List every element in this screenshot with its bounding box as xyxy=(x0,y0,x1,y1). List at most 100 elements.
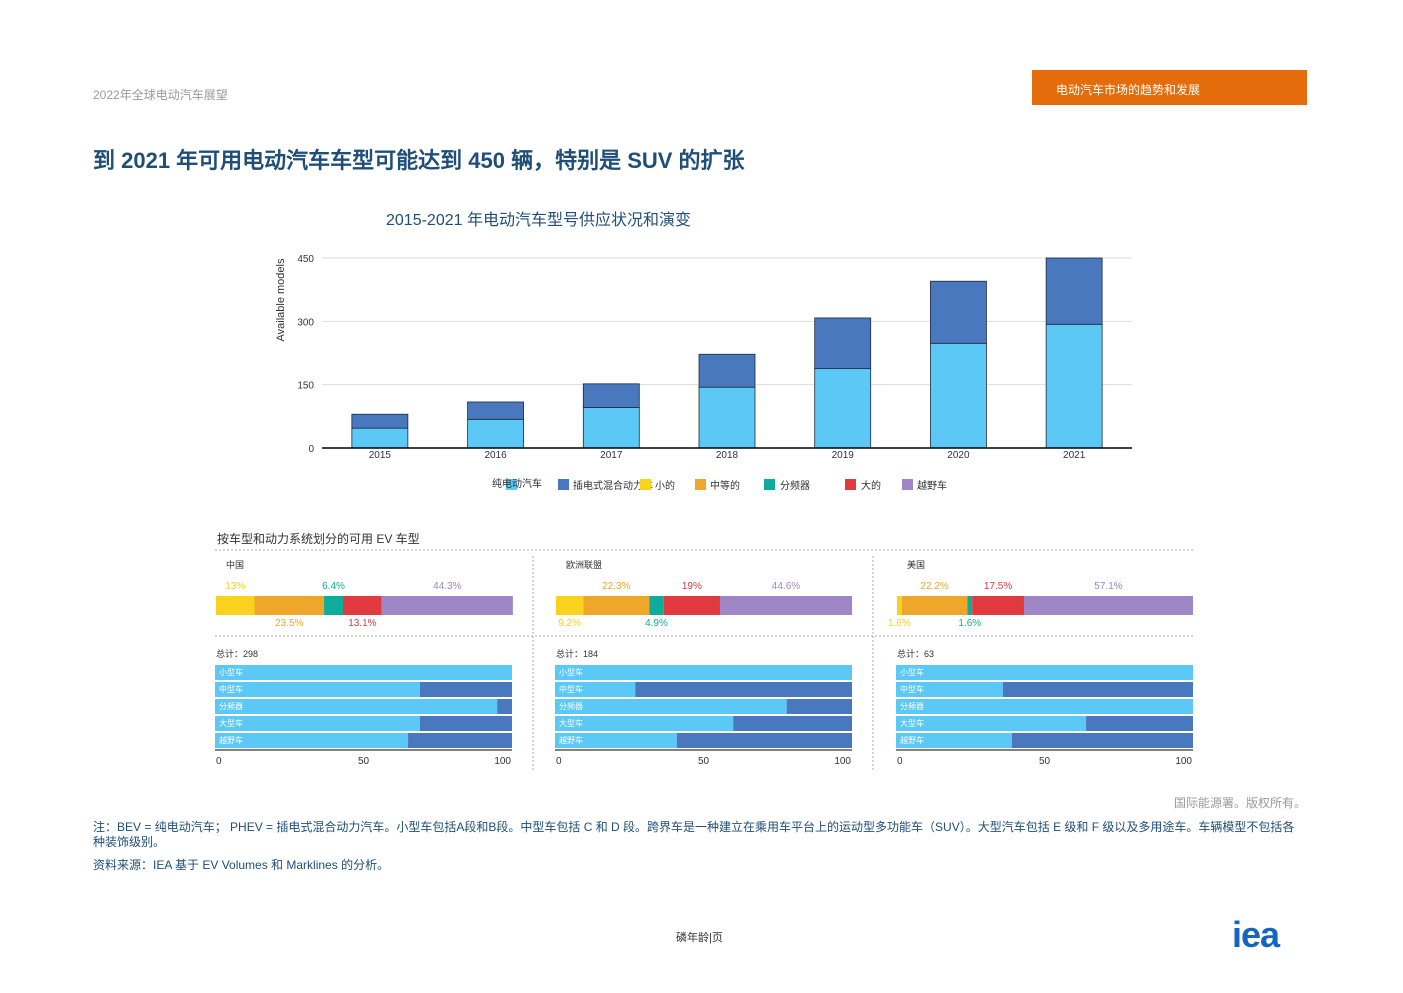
bev-share-bar xyxy=(896,665,1193,680)
vehicle-category-label: 大型车 xyxy=(219,718,243,728)
region-total: 总计：298 xyxy=(216,648,258,659)
segment-share-label: 13% xyxy=(225,581,245,592)
x-tick-label: 50 xyxy=(358,756,370,767)
phev-share-bar xyxy=(1011,733,1193,748)
x-tick-label: 0 xyxy=(897,756,903,767)
legend-swatch xyxy=(845,479,856,490)
document-title: 2022年全球电动汽车展望 xyxy=(93,88,228,102)
segment-share-bar xyxy=(342,596,382,615)
legend-swatch xyxy=(640,479,651,490)
bev-share-bar xyxy=(215,682,420,697)
page-number: 磷年龄|页 xyxy=(676,932,723,944)
x-tick-label: 100 xyxy=(834,756,851,767)
y-tick-label: 300 xyxy=(297,317,314,328)
bar-bev xyxy=(698,386,756,449)
segment-share-bar xyxy=(381,596,513,615)
legend-label: 中等的 xyxy=(710,479,740,492)
vehicle-category-label: 分频器 xyxy=(219,701,243,711)
region-name: 欧洲联盟 xyxy=(566,559,602,570)
phev-share-bar xyxy=(786,699,852,714)
iea-logo: iea xyxy=(1232,914,1280,955)
x-tick-label: 2020 xyxy=(947,450,970,461)
x-tick-label: 50 xyxy=(698,756,710,767)
region-name: 中国 xyxy=(226,559,244,570)
phev-share-bar xyxy=(408,733,512,748)
legend-label: 插电式混合动力车 xyxy=(573,479,653,492)
vehicle-category-label: 越野车 xyxy=(900,735,924,745)
segment-share-label: 44.6% xyxy=(772,581,800,592)
bev-share-bar xyxy=(215,665,512,680)
vehicle-category-label: 分频器 xyxy=(559,701,583,711)
segment-share-label: 1.6% xyxy=(888,618,911,629)
phev-share-bar xyxy=(1002,682,1193,697)
vehicle-category-label: 大型车 xyxy=(559,718,583,728)
bar-phev xyxy=(582,383,640,408)
segment-share-label: 22.2% xyxy=(920,581,948,592)
bev-share-bar xyxy=(215,699,498,714)
vehicle-category-label: 越野车 xyxy=(219,735,243,745)
bar-phev xyxy=(930,280,987,344)
region-total: 总计：184 xyxy=(556,648,598,659)
legend-swatch xyxy=(695,479,706,490)
chart-title: 2015-2021 年电动汽车型号供应状况和演变 xyxy=(386,212,691,229)
legend-swatch xyxy=(558,479,569,490)
bev-share-bar xyxy=(215,733,409,748)
bev-share-bar xyxy=(555,699,787,714)
segment-share-bar xyxy=(583,596,650,615)
page-title: 到 2021 年可用电动汽车车型可能达到 450 辆，特别是 SUV 的扩张 xyxy=(93,148,745,173)
phev-share-bar xyxy=(419,682,512,697)
x-tick-label: 2017 xyxy=(600,450,623,461)
vehicle-category-label: 小型车 xyxy=(559,667,583,677)
vehicle-category-label: 越野车 xyxy=(559,735,583,745)
segment-share-label: 13.1% xyxy=(348,618,376,629)
segment-share-label: 57.1% xyxy=(1094,581,1122,592)
copyright-credit: 国际能源署。版权所有。 xyxy=(1174,796,1307,810)
bev-share-bar xyxy=(555,665,852,680)
segment-share-label: 1.6% xyxy=(958,618,981,629)
bar-phev xyxy=(467,401,524,420)
segment-share-bar xyxy=(663,596,720,615)
phev-share-bar xyxy=(1086,716,1193,731)
segment-share-bar xyxy=(967,596,973,615)
segment-share-bar xyxy=(719,596,852,615)
segment-share-label: 9.2% xyxy=(558,618,581,629)
segment-share-bar xyxy=(556,596,584,615)
bar-phev xyxy=(698,353,756,388)
footnote: 注：BEV = 纯电动汽车； PHEV = 插电式混合动力汽车。小型车包括A段和… xyxy=(93,820,1295,849)
x-tick-label: 2018 xyxy=(716,450,739,461)
legend-label: 大的 xyxy=(861,479,881,492)
segment-share-bar xyxy=(324,596,343,615)
segment-share-bar xyxy=(254,596,325,615)
legend-swatch xyxy=(764,479,775,490)
segment-share-bar xyxy=(897,596,902,615)
vehicle-category-label: 分频器 xyxy=(900,701,924,711)
y-tick-label: 0 xyxy=(308,444,314,455)
x-tick-label: 50 xyxy=(1039,756,1051,767)
bar-phev xyxy=(814,317,872,370)
y-tick-label: 450 xyxy=(297,254,314,265)
vehicle-category-label: 中型车 xyxy=(559,684,583,694)
x-tick-label: 0 xyxy=(556,756,562,767)
bev-share-bar xyxy=(555,733,677,748)
segment-share-label: 22.3% xyxy=(602,581,630,592)
bar-bev xyxy=(930,342,987,449)
phev-share-bar xyxy=(419,716,512,731)
bev-share-bar xyxy=(555,682,636,697)
bev-share-bar xyxy=(896,733,1012,748)
phev-share-bar xyxy=(676,733,852,748)
bar-bev xyxy=(582,407,640,449)
phev-share-bar xyxy=(497,699,512,714)
legend-swatch xyxy=(506,479,517,490)
bev-share-bar xyxy=(555,716,734,731)
legend-label: 分频器 xyxy=(780,479,810,492)
vehicle-category-label: 小型车 xyxy=(219,667,243,677)
segment-share-bar xyxy=(901,596,968,615)
segment-share-label: 19% xyxy=(682,581,702,592)
y-axis-label: Available models xyxy=(275,258,287,341)
segment-share-bar xyxy=(649,596,664,615)
region-total: 总计：63 xyxy=(897,648,934,659)
bar-phev xyxy=(351,413,409,429)
source-note: 资料来源：IEA 基于 EV Volumes 和 Marklines 的分析。 xyxy=(93,858,390,872)
bev-share-bar xyxy=(896,716,1087,731)
